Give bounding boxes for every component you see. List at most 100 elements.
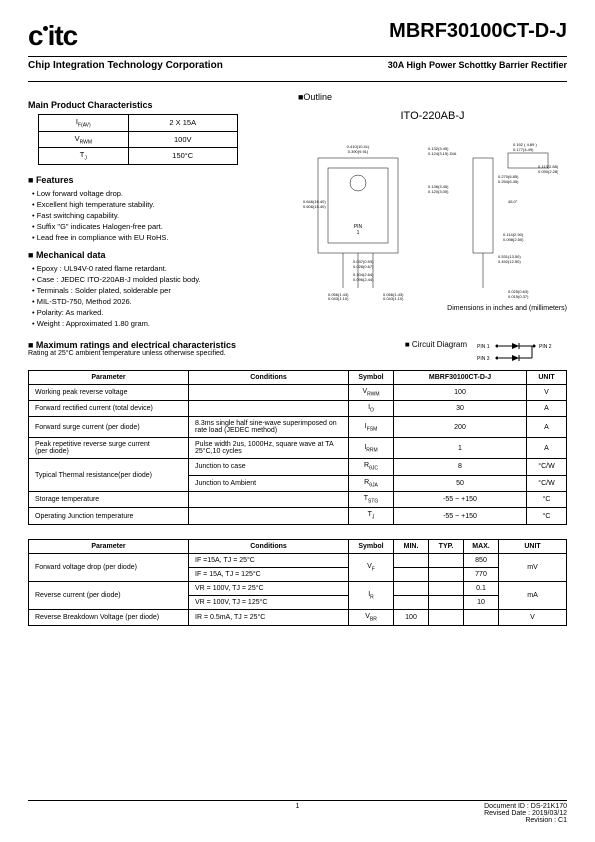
table-cell: 1 (394, 438, 527, 459)
table-cell: °C/W (527, 459, 567, 475)
svg-text:0.390(9.91): 0.390(9.91) (348, 149, 369, 154)
table-cell (394, 581, 429, 595)
table-header: MIN. (394, 539, 429, 553)
table-cell: TJ (349, 508, 394, 524)
char-value: 150°C (128, 148, 237, 165)
table-cell: Forward surge current (per diode) (29, 417, 189, 438)
circuit-diagram-icon: PIN 1 PIN 2 PIN 3 (477, 340, 567, 364)
svg-text:PIN 3: PIN 3 (477, 356, 490, 362)
features-title: ■ Features (28, 175, 278, 185)
svg-text:0.090(2.28): 0.090(2.28) (538, 169, 558, 174)
table-cell (394, 567, 429, 581)
svg-text:0.606(15.40): 0.606(15.40) (303, 204, 326, 209)
svg-text:0.015(0.37): 0.015(0.37) (508, 294, 529, 299)
table-cell: -55 ~ +150 (394, 508, 527, 524)
dimension-note: Dimensions in inches and (millimeters) (298, 305, 567, 312)
table-cell: 200 (394, 417, 527, 438)
table-cell: IRRM (349, 438, 394, 459)
doc-id: Document ID : DS-21K170 (484, 803, 567, 810)
mechanical-item: Case : JEDEC ITO-220AB-J molded plastic … (32, 275, 278, 284)
svg-text:0.026(0.67): 0.026(0.67) (353, 264, 374, 269)
table-cell (464, 609, 499, 625)
mechanical-item: Polarity: As marked. (32, 308, 278, 317)
table-cell: IR (349, 581, 394, 609)
page-footer: 1 Document ID : DS-21K170 Revised Date :… (28, 800, 567, 824)
table-header: Parameter (29, 370, 189, 384)
table-cell: IF = 15A, TJ = 125°C (189, 567, 349, 581)
table-cell: IFSM (349, 417, 394, 438)
table-cell (189, 384, 349, 400)
table-cell (189, 492, 349, 508)
table-cell: 50 (394, 475, 527, 491)
svg-text:PIN 2: PIN 2 (539, 344, 552, 350)
table-cell: IF =15A, TJ = 25°C (189, 553, 349, 567)
table-cell: Forward rectified current (total device) (29, 400, 189, 416)
table-cell: Forward voltage drop (per diode) (29, 553, 189, 581)
table-cell (429, 581, 464, 595)
table-cell: V (527, 384, 567, 400)
table-cell: VBR (349, 609, 394, 625)
characteristics-title: Main Product Characteristics (28, 100, 278, 110)
table-header: TYP. (429, 539, 464, 553)
table-cell: Reverse Breakdown Voltage (per diode) (29, 609, 189, 625)
svg-text:0.254(6.45): 0.254(6.45) (498, 179, 519, 184)
table-cell: A (527, 400, 567, 416)
table-cell: 100 (394, 609, 429, 625)
svg-text:0.098(2.50): 0.098(2.50) (503, 237, 524, 242)
table-cell: Working peak reverse voltage (29, 384, 189, 400)
feature-item: Low forward voltage drop. (32, 189, 278, 198)
mechanical-title: ■ Mechanical data (28, 250, 278, 260)
table-cell: 8.3ms single half sine-wave superimposed… (189, 417, 349, 438)
table-cell: 10 (464, 595, 499, 609)
mechanical-item: Weight : Approximated 1.80 gram. (32, 319, 278, 328)
table-cell: 0.1 (464, 581, 499, 595)
feature-item: Suffix "G" indicates Halogen-free part. (32, 222, 278, 231)
table-header: MAX. (464, 539, 499, 553)
char-value: 100V (128, 131, 237, 148)
circuit-diagram-title: ■ Circuit Diagram (405, 340, 467, 349)
feature-item: Lead free in compliance with EU RoHS. (32, 233, 278, 242)
outline-label: ■Outline (298, 92, 567, 102)
package-name: ITO-220AB-J (298, 110, 567, 122)
svg-text:45.0°: 45.0° (508, 199, 518, 204)
feature-item: Fast switching capability. (32, 211, 278, 220)
characteristics-table: IF(AV)2 X 15A VRWM100V TJ150°C (38, 114, 238, 165)
table-cell: mA (499, 581, 567, 609)
table-header: Conditions (189, 370, 349, 384)
table-cell: Typical Thermal resistance(per diode) (29, 459, 189, 492)
table-cell: 8 (394, 459, 527, 475)
table-header: Parameter (29, 539, 189, 553)
table-cell: VF (349, 553, 394, 581)
svg-text:0.043(1.10): 0.043(1.10) (328, 296, 349, 301)
svg-text:0.096(2.44): 0.096(2.44) (353, 277, 374, 282)
table-cell: V (499, 609, 567, 625)
table-cell: °C/W (527, 475, 567, 491)
electrical-table: Parameter Conditions Symbol MIN. TYP. MA… (28, 539, 567, 626)
table-cell: Junction to case (189, 459, 349, 475)
product-subtitle: 30A High Power Schottky Barrier Rectifie… (388, 60, 567, 71)
table-header: Symbol (349, 539, 394, 553)
table-header: Symbol (349, 370, 394, 384)
mechanical-item: Epoxy : UL94V-0 rated flame retardant. (32, 264, 278, 273)
table-cell: 770 (464, 567, 499, 581)
table-cell: A (527, 417, 567, 438)
company-name: Chip Integration Technology Corporation (28, 60, 223, 71)
revised-date: Revised Date : 2019/03/12 (484, 810, 567, 817)
table-cell: RθJA (349, 475, 394, 491)
table-cell (429, 595, 464, 609)
mechanical-item: MIL-STD-750, Method 2026. (32, 297, 278, 306)
ratings-title: ■ Maximum ratings and electrical charact… (28, 340, 236, 350)
part-number: MBRF30100CT-D-J (389, 20, 567, 43)
svg-text:PIN 1: PIN 1 (477, 344, 490, 350)
table-cell: mV (499, 553, 567, 581)
table-cell: Pulse width 2us, 1000Hz, square wave at … (189, 438, 349, 459)
table-cell: Operating Junction temperature (29, 508, 189, 524)
table-cell: 850 (464, 553, 499, 567)
table-header: MBRF30100CT-D-J (394, 370, 527, 384)
company-logo: citc (28, 20, 77, 52)
table-cell: Storage temperature (29, 492, 189, 508)
table-cell: IO (349, 400, 394, 416)
divider (28, 81, 567, 82)
table-cell: °C (527, 508, 567, 524)
svg-text:0.492(12.50): 0.492(12.50) (498, 259, 521, 264)
